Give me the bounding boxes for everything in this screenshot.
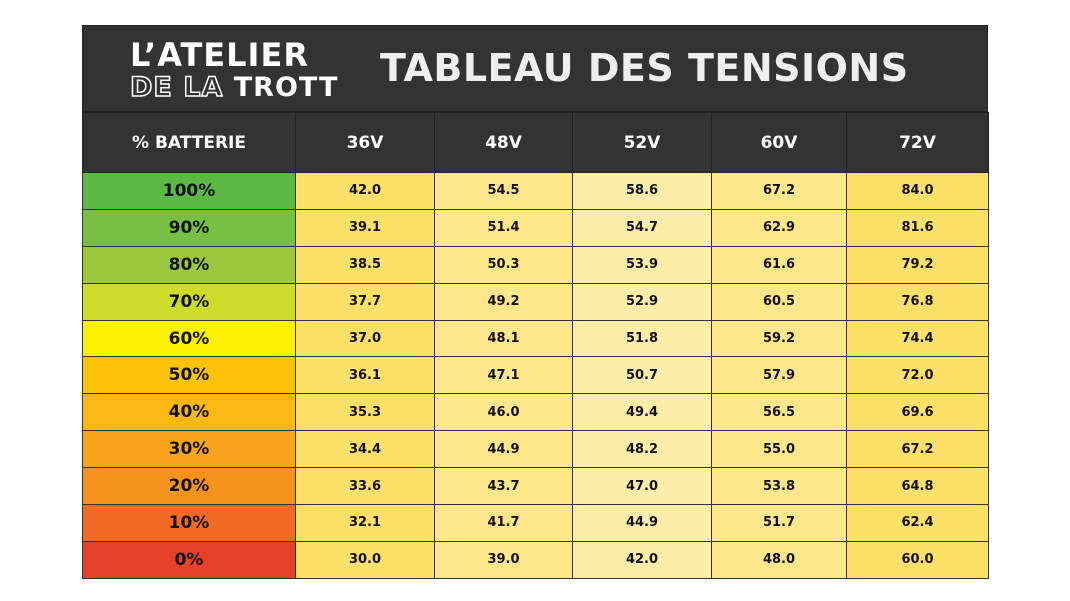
voltage-cell: 69.6 [846,393,989,432]
voltage-cell: 52.9 [572,282,712,321]
table-row: 0% 30.0 39.0 42.0 48.0 60.0 [82,540,989,579]
column-header: % BATTERIE [82,112,296,173]
header-row: % BATTERIE 36V 48V 52V 60V 72V [82,112,989,173]
column-header: 72V [846,112,989,173]
voltage-cell: 84.0 [846,172,989,210]
voltage-cell: 81.6 [846,208,989,247]
battery-level: 30% [82,430,296,469]
voltage-cell: 59.2 [711,319,847,358]
table-row: 80% 38.5 50.3 53.9 61.6 79.2 [82,245,989,284]
voltage-cell: 67.2 [846,430,989,469]
table-body: 100% 42.0 54.5 58.6 67.2 84.0 90% 39.1 51.4 54.7 6… [82,172,989,579]
table-row: 20% 33.6 43.7 47.0 53.8 64.8 [82,467,989,506]
voltage-cell: 51.4 [434,208,573,247]
battery-level: 50% [82,356,296,395]
table-row: 100% 42.0 54.5 58.6 67.2 84.0 [82,172,989,210]
voltage-cell: 54.5 [434,172,573,210]
battery-level: 70% [82,282,296,321]
voltage-cell: 44.9 [434,430,573,469]
table-row: 60% 37.0 48.1 51.8 59.2 74.4 [82,319,989,358]
voltage-cell: 50.7 [572,356,712,395]
voltage-cell: 53.9 [572,245,712,284]
battery-level: 0% [82,540,296,579]
voltage-cell: 51.8 [572,319,712,358]
battery-level: 20% [82,467,296,506]
voltage-cell: 62.4 [846,504,989,542]
battery-level: 10% [82,504,296,542]
voltage-cell: 79.2 [846,245,989,284]
voltage-cell: 67.2 [711,172,847,210]
voltage-cell: 56.5 [711,393,847,432]
voltage-cell: 39.0 [434,540,573,579]
column-header: 52V [572,112,712,173]
voltage-cell: 37.0 [295,319,435,358]
voltage-cell: 34.4 [295,430,435,469]
voltage-cell: 47.0 [572,467,712,506]
voltage-table: % BATTERIE 36V 48V 52V 60V 72V 100% 42.0 54.5 58… [82,112,989,579]
column-header: 36V [295,112,435,173]
logo-line: DE LA TROTT [129,71,339,104]
voltage-cell: 62.9 [711,208,847,247]
voltage-cell: 41.7 [434,504,573,542]
voltage-cell: 61.6 [711,245,847,284]
voltage-cell: 48.2 [572,430,712,469]
logo-text: DE LA [129,71,224,104]
voltage-cell: 50.3 [434,245,573,284]
voltage-cell: 74.4 [846,319,989,358]
battery-level: 80% [82,245,296,284]
voltage-cell: 42.0 [572,540,712,579]
title: TABLEAU DES TENSIONS [380,46,909,90]
voltage-cell: 48.0 [711,540,847,579]
voltage-cell: 47.1 [434,356,573,395]
voltage-cell: 60.5 [711,282,847,321]
voltage-cell: 57.9 [711,356,847,395]
table-row: 40% 35.3 46.0 49.4 56.5 69.6 [82,393,989,432]
battery-level: 60% [82,319,296,358]
voltage-cell: 33.6 [295,467,435,506]
voltage-cell: 72.0 [846,356,989,395]
voltage-cell: 36.1 [295,356,435,395]
battery-level: 40% [82,393,296,432]
battery-level: 90% [82,208,296,247]
voltage-cell: 38.5 [295,245,435,284]
table-row: 70% 37.7 49.2 52.9 60.5 76.8 [82,282,989,321]
voltage-cell: 76.8 [846,282,989,321]
voltage-cell: 55.0 [711,430,847,469]
voltage-cell: 53.8 [711,467,847,506]
voltage-cell: 32.1 [295,504,435,542]
voltage-cell: 35.3 [295,393,435,432]
voltage-cell: 48.1 [434,319,573,358]
infographic: L’ATELIER DE LA TROTT TABLEAU DES TENSIO… [82,25,989,579]
logo-line: L’ATELIER [130,36,309,74]
voltage-cell: 54.7 [572,208,712,247]
column-header: 60V [711,112,847,173]
voltage-cell: 49.2 [434,282,573,321]
voltage-cell: 37.7 [295,282,435,321]
table-row: 10% 32.1 41.7 44.9 51.7 62.4 [82,504,989,542]
voltage-cell: 49.4 [572,393,712,432]
voltage-cell: 51.7 [711,504,847,542]
table-row: 30% 34.4 44.9 48.2 55.0 67.2 [82,430,989,469]
column-header: 48V [434,112,573,173]
logo-text: TROTT [233,72,339,103]
header: L’ATELIER DE LA TROTT TABLEAU DES TENSIO… [82,25,988,112]
battery-level: 100% [82,172,296,210]
table-row: 90% 39.1 51.4 54.7 62.9 81.6 [82,208,989,247]
voltage-cell: 30.0 [295,540,435,579]
table-row: 50% 36.1 47.1 50.7 57.9 72.0 [82,356,989,395]
voltage-cell: 43.7 [434,467,573,506]
voltage-cell: 58.6 [572,172,712,210]
voltage-cell: 60.0 [846,540,989,579]
voltage-cell: 64.8 [846,467,989,506]
voltage-cell: 39.1 [295,208,435,247]
voltage-cell: 44.9 [572,504,712,542]
voltage-cell: 46.0 [434,393,573,432]
voltage-cell: 42.0 [295,172,435,210]
